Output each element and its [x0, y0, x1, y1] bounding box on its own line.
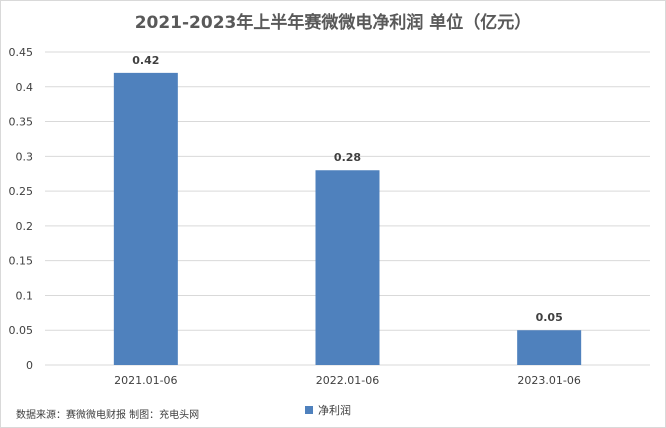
- legend-label: 净利润: [318, 404, 351, 417]
- data-label: 0.28: [334, 151, 361, 164]
- legend: 净利润: [305, 402, 351, 418]
- y-tick-label: 0.45: [9, 46, 34, 59]
- y-tick-label: 0.4: [16, 81, 34, 94]
- x-tick-label: 2021.01-06: [114, 374, 177, 387]
- y-tick-label: 0: [26, 359, 33, 372]
- bar: [113, 72, 178, 365]
- y-tick-label: 0.3: [16, 150, 34, 163]
- chart-title: 2021-2023年上半年赛微微电净利润 单位（亿元）: [134, 13, 532, 33]
- x-tick-label: 2022.01-06: [316, 374, 379, 387]
- y-tick-label: 0.05: [9, 324, 34, 337]
- y-tick-label: 0.1: [16, 289, 34, 302]
- legend-swatch: [305, 406, 313, 414]
- x-tick-label: 2023.01-06: [517, 374, 580, 387]
- data-labels: 0.42 0.28 0.05: [132, 54, 562, 324]
- data-label: 0.42: [132, 54, 159, 67]
- bars: [113, 72, 582, 365]
- x-axis: 2021.01-06 2022.01-06 2023.01-06: [114, 374, 581, 387]
- bar: [517, 330, 582, 365]
- y-tick-label: 0.35: [9, 116, 34, 129]
- y-tick-label: 0.15: [9, 255, 34, 268]
- bar: [315, 170, 380, 365]
- source-note: 数据来源：赛微微电财报 制图：充电头网: [16, 410, 200, 421]
- y-tick-label: 0.25: [9, 185, 34, 198]
- data-label: 0.05: [536, 311, 563, 324]
- y-tick-label: 0.2: [16, 220, 34, 233]
- y-axis: 0 0.05 0.1 0.15 0.2 0.25 0.3 0.35 0.4 0.45: [9, 46, 34, 372]
